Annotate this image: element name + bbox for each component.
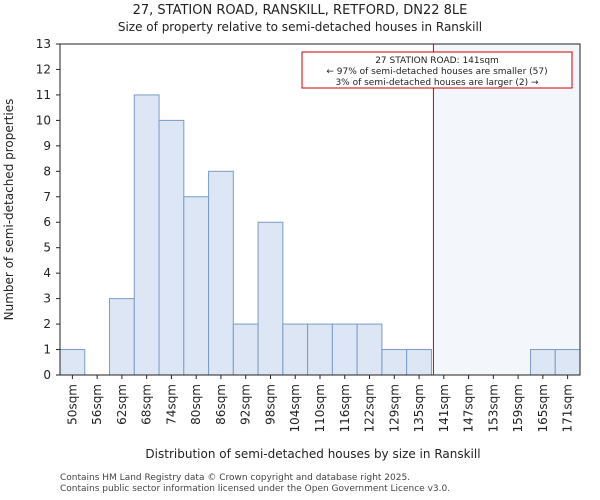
x-tick-label: 50sqm: [65, 384, 79, 425]
x-tick-label: 147sqm: [462, 384, 476, 432]
x-tick-label: 62sqm: [115, 384, 129, 425]
bar-116sqm: [331, 323, 358, 376]
x-tick-label: 129sqm: [387, 384, 401, 432]
title-block: 27, STATION ROAD, RANSKILL, RETFORD, DN2…: [0, 0, 600, 35]
y-tick-label: 7: [43, 190, 51, 204]
bar-171sqm: [554, 349, 581, 376]
bar-50sqm: [59, 349, 86, 376]
y-tick-label: 6: [43, 215, 51, 229]
x-tick-label: 86sqm: [214, 384, 228, 425]
bars-group: [59, 94, 581, 376]
x-tick-label: 141sqm: [437, 384, 451, 432]
bar-165sqm: [529, 349, 556, 376]
y-tick-label: 3: [43, 292, 51, 306]
plot-frame: [59, 43, 581, 376]
y-tick-label: 8: [43, 164, 51, 178]
bar-129sqm: [381, 349, 408, 376]
x-tick-label: 92sqm: [239, 384, 253, 425]
y-axis-label: Number of semi-detached properties: [2, 99, 16, 321]
x-tick-label: 153sqm: [486, 384, 500, 432]
bar-86sqm: [208, 170, 234, 376]
bar-104sqm: [282, 323, 309, 376]
x-tick-label: 68sqm: [140, 384, 154, 425]
bar-135sqm: [406, 349, 432, 376]
annotation-box: 27 STATION ROAD: 141sqm ← 97% of semi-de…: [301, 51, 573, 89]
x-axis-label: Distribution of semi-detached houses by …: [145, 447, 480, 461]
y-tick-label: 10: [36, 113, 51, 127]
x-tick-label: 98sqm: [263, 384, 277, 425]
bar-92sqm: [232, 323, 259, 376]
y-tick-label: 2: [43, 317, 51, 331]
bar-62sqm: [109, 298, 135, 376]
bar-68sqm: [133, 94, 160, 376]
x-tick-label: 104sqm: [288, 384, 302, 432]
x-tick-label: 122sqm: [363, 384, 377, 432]
annotation-line-2: ← 97% of semi-detached houses are smalle…: [326, 67, 547, 77]
y-tick-label: 9: [43, 139, 51, 153]
bar-80sqm: [183, 196, 210, 376]
footer: Contains HM Land Registry data © Crown c…: [60, 473, 450, 495]
chart-title: 27, STATION ROAD, RANSKILL, RETFORD, DN2…: [132, 3, 468, 18]
annotation-rect: [301, 51, 573, 89]
x-tick-label: 74sqm: [164, 384, 178, 425]
annotation-line-3: 3% of semi-detached houses are larger (2…: [335, 78, 539, 88]
footer-line-1: Contains HM Land Registry data © Crown c…: [60, 473, 411, 483]
x-tick-label: 135sqm: [412, 384, 426, 432]
x-tick-label: 165sqm: [536, 384, 550, 432]
bar-74sqm: [158, 119, 185, 376]
y-tick-label: 4: [43, 266, 51, 280]
x-tick-label: 110sqm: [313, 384, 327, 432]
x-axis-ticks: 50sqm 56sqm 62sqm 68sqm 74sqm 80sqm 86sqm 92sqm…: [65, 375, 575, 432]
y-tick-label: 1: [43, 343, 51, 357]
x-tick-label: 171sqm: [561, 384, 575, 432]
x-tick-label: 159sqm: [511, 384, 525, 432]
y-tick-label: 0: [43, 368, 51, 382]
chart-subtitle: Size of property relative to semi-detach…: [117, 20, 483, 34]
y-tick-label: 11: [36, 88, 51, 102]
larger-region-shade: [433, 44, 580, 375]
x-tick-label: 80sqm: [189, 384, 203, 425]
footer-line-2: Contains public sector information licen…: [60, 484, 451, 494]
bar-98sqm: [257, 221, 284, 376]
x-tick-label: 56sqm: [90, 384, 104, 425]
y-tick-label: 5: [43, 241, 51, 255]
x-tick-label: 116sqm: [338, 384, 352, 432]
y-tick-label: 12: [36, 62, 51, 76]
bar-110sqm: [307, 323, 333, 376]
annotation-line-1: 27 STATION ROAD: 141sqm: [375, 56, 499, 66]
y-tick-label: 13: [36, 37, 51, 51]
bar-122sqm: [356, 323, 383, 376]
